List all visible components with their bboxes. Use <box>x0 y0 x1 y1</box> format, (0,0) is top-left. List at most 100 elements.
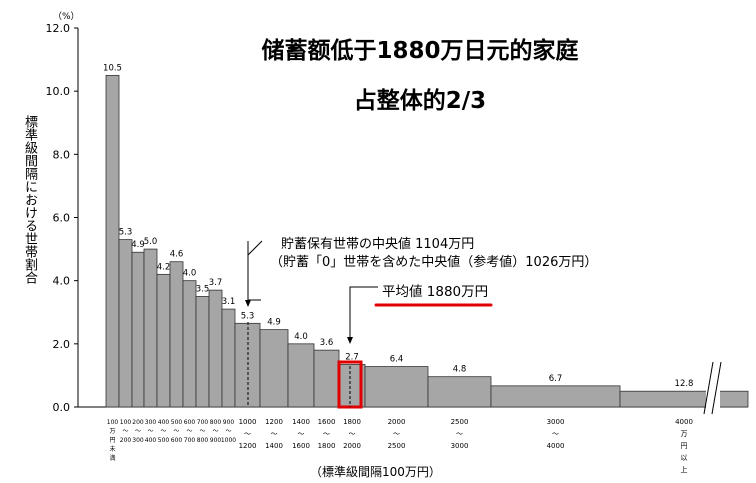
y-tick-label: 10.0 <box>46 85 71 98</box>
x-tick-label: ～ <box>393 430 400 438</box>
x-tick-label: 600 <box>184 419 196 426</box>
bar-value-label: 4.9 <box>131 240 145 250</box>
x-tick-label: ～ <box>244 430 251 438</box>
x-tick-label: ～ <box>271 430 278 438</box>
x-tick-label: 200 <box>132 419 144 426</box>
x-tick-label: 500 <box>158 437 170 444</box>
x-tick-label: ～ <box>186 428 192 435</box>
x-tick-label: 3000 <box>451 442 469 450</box>
histogram-bar <box>169 261 184 408</box>
y-tick-label: 0.0 <box>53 401 71 414</box>
x-tick-label: ～ <box>212 428 218 435</box>
headline-line-1: 储蓄额低于1880万日元的家庭 <box>261 38 579 64</box>
bar-value-label: 5.3 <box>119 228 133 238</box>
median-annotation: 貯蓄保有世帯の中央値 1104万円 <box>281 237 475 252</box>
bar-value-label: 6.4 <box>390 355 404 365</box>
x-tick-label: 1400 <box>292 418 310 426</box>
x-tick-label: 900 <box>223 419 235 426</box>
axis-break-line <box>703 361 714 415</box>
bar-value-label: 6.7 <box>549 374 563 384</box>
x-tick-label: 2500 <box>451 418 469 426</box>
y-tick-label: 8.0 <box>53 148 71 161</box>
x-tick-label: 4000 <box>675 418 693 426</box>
x-tick-label: 4000 <box>547 442 565 450</box>
x-tick-label: ～ <box>122 428 128 435</box>
y-tick-label: 4.0 <box>53 275 71 288</box>
histogram-bar <box>195 296 210 408</box>
bar-value-label: 4.2 <box>157 262 171 272</box>
x-tick-label: 1800 <box>343 418 361 426</box>
y-tick-label: 2.0 <box>53 338 71 351</box>
axis-break-gap <box>706 360 720 420</box>
median-arrowhead <box>245 300 251 307</box>
x-tick-label: ～ <box>552 430 559 438</box>
histogram-bar <box>427 376 492 408</box>
bar-value-label: 10.5 <box>103 63 122 73</box>
bar-value-label: 3.6 <box>320 338 334 348</box>
x-tick-label: 1800 <box>318 442 336 450</box>
x-tick-label: 300 <box>132 437 144 444</box>
y-tick-label: 12.0 <box>46 22 71 35</box>
x-tick-label: 未 <box>109 445 115 453</box>
histogram-bar <box>259 329 289 408</box>
bar-value-label: 4.0 <box>183 269 197 279</box>
x-tick-label: ～ <box>135 428 141 435</box>
median-reference-annotation: （貯蓄「0」世帯を含めた中央値（参考値）1026万円） <box>270 255 598 270</box>
x-tick-label: 1600 <box>318 418 336 426</box>
headline-line-2: 占整体的2/3 <box>353 88 487 114</box>
x-tick-label: 2500 <box>388 442 406 450</box>
histogram-bar <box>156 273 171 408</box>
x-tick-label: 300 <box>145 419 157 426</box>
x-tick-label: 200 <box>120 437 132 444</box>
x-tick-label: 1000 <box>221 437 236 444</box>
x-tick-label: 1200 <box>239 442 257 450</box>
histogram-bar <box>208 289 223 408</box>
x-tick-label: ～ <box>323 430 330 438</box>
histogram-bar <box>118 239 133 408</box>
x-tick-label: ～ <box>160 428 166 435</box>
x-tick-label: 万 <box>109 428 115 435</box>
x-tick-label: 3000 <box>547 418 565 426</box>
x-tick-label: 400 <box>158 419 170 426</box>
histogram-bar <box>490 385 621 408</box>
x-tick-label: ～ <box>173 428 179 435</box>
bar-value-label: 3.5 <box>196 284 210 294</box>
x-tick-label: 600 <box>171 437 183 444</box>
bar-value-label: 4.8 <box>453 365 467 375</box>
x-tick-label: 1200 <box>265 418 283 426</box>
x-tick-label: 万 <box>681 430 688 438</box>
x-tick-label: 400 <box>145 437 157 444</box>
histogram-bar <box>313 349 340 408</box>
bar-value-label: 4.9 <box>267 318 281 328</box>
y-axis-label: 標準級間隔における世帯割合 <box>22 115 37 284</box>
x-tick-label: 900 <box>210 437 222 444</box>
histogram-bar <box>287 343 315 408</box>
x-tick-label: 700 <box>184 437 196 444</box>
x-tick-label: ～ <box>456 430 463 438</box>
x-tick-label: 100 <box>107 419 119 426</box>
y-axis-unit: （%） <box>53 12 80 22</box>
bar-value-label: 3.7 <box>209 278 223 288</box>
x-tick-label: ～ <box>349 430 356 438</box>
mean-arrowhead <box>347 337 353 344</box>
histogram-bar <box>619 390 749 408</box>
histogram-bar <box>105 74 120 408</box>
bar-value-label: 2.7 <box>345 352 359 362</box>
x-tick-label: 1600 <box>292 442 310 450</box>
bar-value-label: 5.0 <box>144 237 158 247</box>
bar-value-label: 5.3 <box>241 311 255 321</box>
y-tick-label: 6.0 <box>53 212 71 225</box>
histogram-bar <box>182 280 197 408</box>
histogram-bar <box>143 248 158 408</box>
x-tick-label: ～ <box>199 428 205 435</box>
x-tick-label: 800 <box>197 437 209 444</box>
x-tick-label: 100 <box>120 419 132 426</box>
x-tick-label: 円 <box>109 437 115 444</box>
x-tick-label: ～ <box>225 428 231 435</box>
histogram-bar <box>364 366 429 408</box>
x-tick-label: 1400 <box>265 442 283 450</box>
mean-annotation: 平均値 1880万円 <box>382 284 489 300</box>
median-leader-top <box>247 240 263 257</box>
axis-break-line <box>711 361 722 415</box>
